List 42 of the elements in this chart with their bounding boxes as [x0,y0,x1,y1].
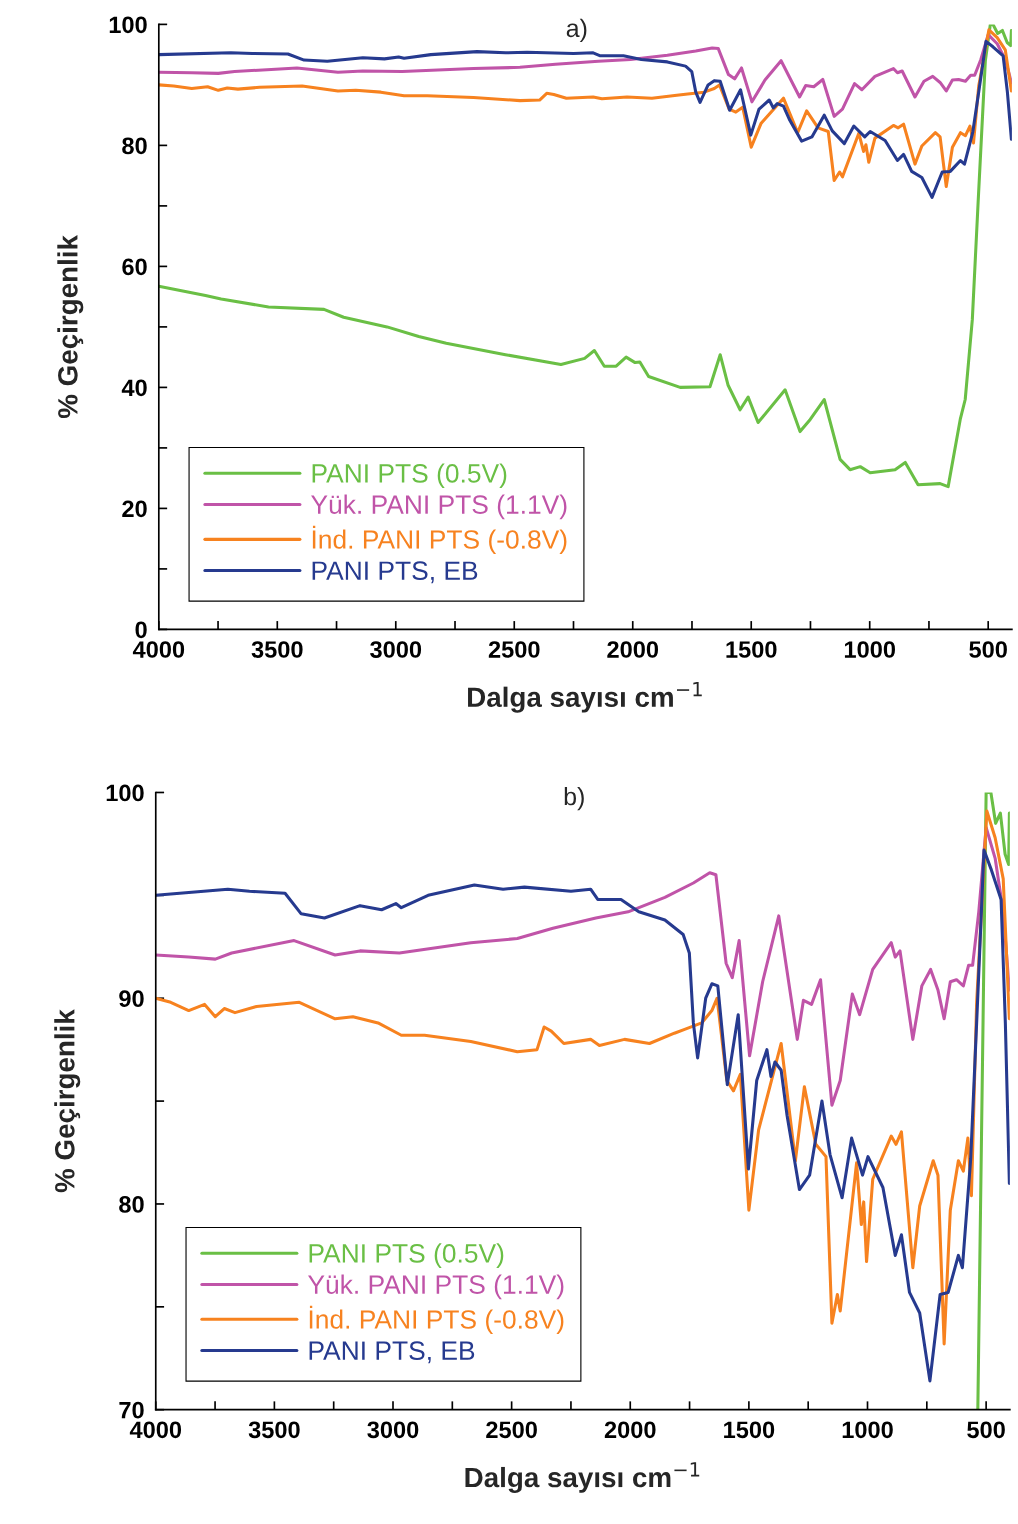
y-tick-label: 40 [121,379,147,397]
x-tick-label: 2000 [604,1421,656,1439]
x-tick-label: 2500 [486,1421,537,1439]
x-tick-label: 2000 [607,641,659,658]
y-tick-label: 0 [135,621,147,639]
line-series [155,825,1010,1107]
y-tick-label: 70 [119,1401,144,1419]
chart-title: a) [566,18,587,43]
x-tick-label: 3000 [370,641,422,658]
y-axis-title: % Geçirgenlik [57,235,84,419]
x-tick-label: 3500 [248,1421,300,1439]
x-tick-label: 4000 [129,1421,182,1439]
y-tick-label: 20 [122,500,147,518]
legend-label: PANI PTS, EB [312,561,478,584]
y-tick-label: 90 [119,990,144,1008]
legend-label: Yük. PANI PTS (1.1V) [311,494,567,520]
x-axis-title: Dalga sayısı cm$^{−1}$ [468,681,702,713]
x-tick-label: 2500 [488,641,540,658]
x-tick-label: 3000 [367,1421,419,1439]
legend-label: PANI PTS (0.5V) [312,463,507,488]
x-tick-label: 1000 [842,1421,893,1439]
legend-label: Yük. PANI PTS (1.1V) [308,1274,564,1300]
x-tick-label: 500 [969,641,1007,658]
y-tick-label: 100 [106,784,144,802]
y-tick-label: 80 [119,1196,144,1213]
line-series [976,792,1010,1410]
x-tick-label: 4000 [132,641,185,658]
legend-label: İnd. PANI PTS (-0.8V) [309,1305,564,1335]
x-tick-label: 1500 [724,1421,775,1439]
y-tick-label: 80 [122,137,147,155]
y-tick-label: 60 [122,258,147,276]
chart-title: b) [564,787,584,811]
y-tick-label: 100 [109,16,147,34]
x-tick-label: 1500 [726,641,777,658]
legend-label: İnd. PANI PTS (-0.8V) [312,525,567,555]
y-axis-title: % Geçirgenlik [54,1009,81,1193]
x-tick-label: 1000 [844,641,896,658]
legend-label: PANI PTS (0.5V) [309,1243,504,1268]
x-axis-title: Dalga sayısı cm$^{−1}$ [465,1462,700,1493]
x-tick-label: 3500 [251,641,303,658]
x-tick-label: 500 [967,1421,1005,1439]
legend-label: PANI PTS, EB [309,1341,475,1364]
